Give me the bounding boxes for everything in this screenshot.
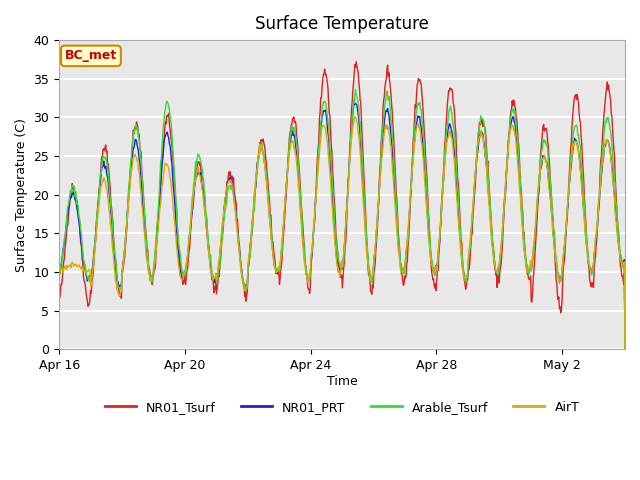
Title: Surface Temperature: Surface Temperature: [255, 15, 429, 33]
Line: Arable_Tsurf: Arable_Tsurf: [59, 90, 625, 349]
Y-axis label: Surface Temperature (C): Surface Temperature (C): [15, 118, 28, 272]
Arable_Tsurf: [351, 87, 359, 93]
NR01_Tsurf: [376, 159, 384, 165]
NR01_PRT: [261, 162, 269, 168]
NR01_Tsurf: [353, 59, 360, 65]
Arable_Tsurf: [261, 161, 269, 167]
NR01_Tsurf: [291, 119, 299, 124]
Text: BC_met: BC_met: [65, 49, 117, 62]
AirT: [76, 264, 83, 269]
NR01_Tsurf: [513, 116, 521, 122]
Line: NR01_PRT: NR01_PRT: [59, 103, 625, 349]
NR01_Tsurf: [188, 206, 196, 212]
Arable_Tsurf: [621, 347, 629, 352]
AirT: [261, 164, 269, 170]
NR01_Tsurf: [55, 296, 63, 301]
Arable_Tsurf: [76, 216, 83, 222]
Arable_Tsurf: [291, 131, 299, 136]
NR01_PRT: [513, 140, 521, 145]
Line: NR01_Tsurf: NR01_Tsurf: [59, 62, 625, 349]
NR01_PRT: [291, 138, 299, 144]
AirT: [188, 202, 196, 208]
Arable_Tsurf: [376, 165, 384, 170]
AirT: [621, 347, 629, 352]
NR01_Tsurf: [621, 347, 629, 352]
Arable_Tsurf: [188, 193, 196, 199]
AirT: [291, 151, 299, 156]
AirT: [351, 114, 358, 120]
Arable_Tsurf: [513, 132, 521, 138]
AirT: [513, 149, 521, 155]
Legend: NR01_Tsurf, NR01_PRT, Arable_Tsurf, AirT: NR01_Tsurf, NR01_PRT, Arable_Tsurf, AirT: [100, 396, 584, 419]
NR01_PRT: [55, 270, 63, 276]
AirT: [376, 173, 384, 179]
X-axis label: Time: Time: [326, 375, 358, 388]
NR01_PRT: [376, 167, 384, 172]
NR01_Tsurf: [261, 146, 269, 152]
NR01_PRT: [351, 100, 358, 106]
NR01_PRT: [188, 207, 196, 213]
NR01_PRT: [621, 347, 629, 352]
NR01_PRT: [76, 223, 83, 229]
Arable_Tsurf: [55, 275, 63, 281]
AirT: [55, 269, 63, 275]
NR01_Tsurf: [76, 217, 83, 223]
Line: AirT: AirT: [59, 117, 625, 349]
